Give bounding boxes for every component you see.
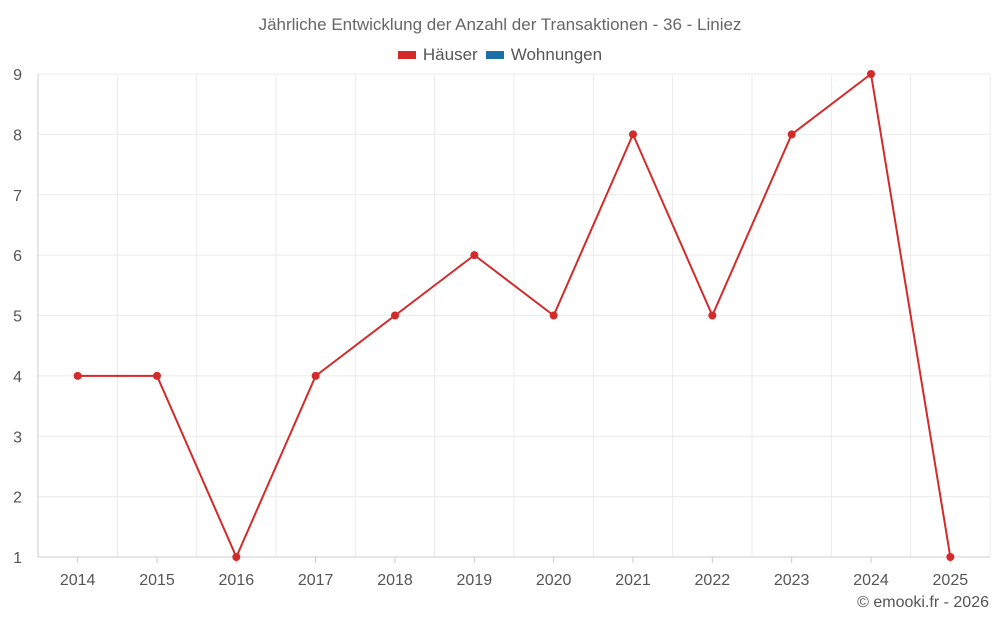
x-tick-label-2015: 2015 (139, 572, 175, 589)
x-tick-label-2021: 2021 (615, 572, 651, 589)
y-tick-label-8: 8 (13, 127, 22, 144)
legend-swatch-wohnungen (485, 51, 504, 59)
y-tick-label-1: 1 (13, 550, 22, 567)
data-point-2022 (708, 311, 717, 320)
legend-label-wohnungen: Wohnungen (510, 45, 603, 64)
x-tick-label-2017: 2017 (298, 572, 334, 589)
legend-label-haeuser: Häuser (422, 45, 478, 64)
y-tick-label-6: 6 (13, 248, 22, 265)
legend-item-wohnungen[interactable]: Wohnungen (485, 45, 603, 65)
data-point-2021 (629, 130, 637, 139)
credit-text: © emooki.fr - 2026 (857, 594, 989, 611)
data-point-2019 (470, 251, 479, 260)
y-tick-label-3: 3 (13, 429, 22, 446)
y-tick-label-2: 2 (13, 490, 22, 507)
data-point-2025 (946, 553, 955, 561)
x-tick-label-2016: 2016 (219, 572, 255, 589)
x-tick-label-2023: 2023 (774, 572, 810, 589)
y-tick-label-9: 9 (13, 67, 22, 84)
data-point-2015 (153, 371, 161, 380)
y-axis: 1 2 3 4 5 6 7 8 9 (13, 67, 22, 567)
x-tick-label-2014: 2014 (60, 572, 96, 589)
x-tick-label-2020: 2020 (536, 572, 572, 589)
data-point-2016 (232, 553, 241, 561)
data-point-2020 (549, 311, 558, 320)
series-points (73, 70, 955, 561)
legend-swatch-haeuser (397, 51, 416, 59)
series-line-0 (77, 73, 952, 558)
x-tick-label-2019: 2019 (457, 572, 493, 589)
y-tick-label-7: 7 (13, 188, 22, 205)
y-tick-label-4: 4 (13, 369, 22, 386)
grid (37, 73, 991, 558)
data-point-2014 (73, 371, 82, 380)
data-point-2018 (391, 311, 399, 320)
data-point-2017 (311, 371, 320, 380)
legend: Häuser Wohnungen (0, 45, 1000, 65)
legend-item-haeuser[interactable]: Häuser (397, 45, 478, 65)
x-axis: 2014 2015 2016 2017 2018 2019 2020 2021 2022 2023… (60, 557, 968, 589)
y-tick-label-5: 5 (13, 309, 22, 326)
series-lines (77, 73, 952, 558)
x-tick-label-2018: 2018 (377, 572, 413, 589)
data-point-2024 (867, 70, 875, 78)
x-tick-label-2022: 2022 (695, 572, 731, 589)
x-tick-label-2024: 2024 (853, 572, 889, 589)
data-point-2023 (787, 130, 796, 139)
chart-title: Jährliche Entwicklung der Anzahl der Tra… (258, 15, 742, 34)
x-tick-label-2025: 2025 (933, 572, 969, 589)
